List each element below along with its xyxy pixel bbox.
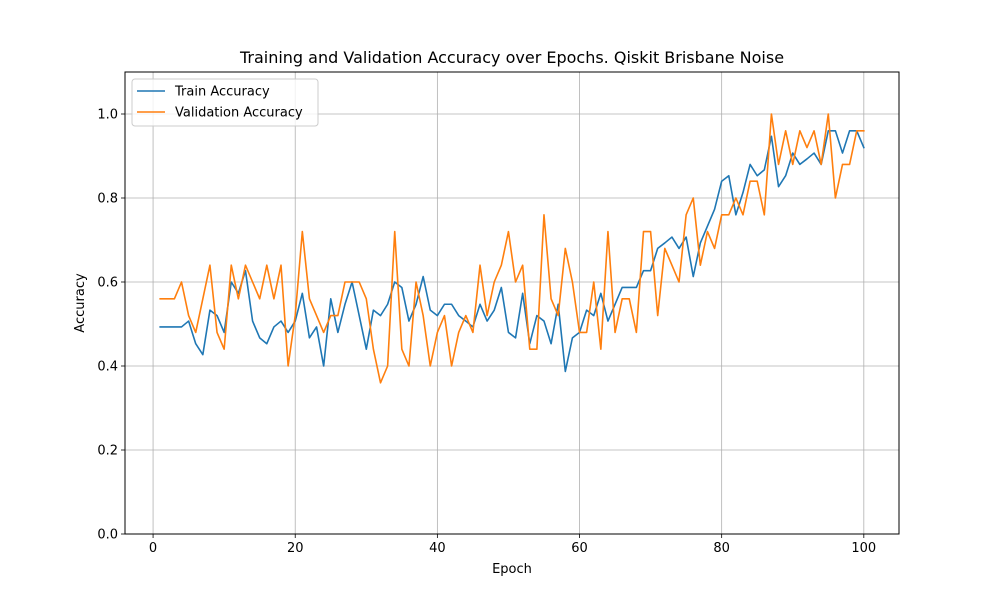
x-tick-label: 20 [287, 541, 304, 556]
y-tick-label: 0.0 [97, 528, 118, 543]
chart-title: Training and Validation Accuracy over Ep… [239, 48, 784, 67]
legend-label-validation-accuracy: Validation Accuracy [175, 106, 303, 121]
legend-box [131, 78, 319, 127]
plot-frame [124, 71, 900, 535]
legend-label-train-accuracy: Train Accuracy [174, 85, 270, 100]
y-axis-label: Accuracy [73, 273, 88, 333]
x-tick-label: 100 [851, 541, 876, 556]
x-tick-label: 60 [571, 541, 588, 556]
series-line-train-accuracy [159, 130, 865, 373]
series-lines [159, 113, 865, 384]
x-tick-label: 40 [429, 541, 446, 556]
series-line-validation-accuracy [159, 113, 865, 384]
legend: Train Accuracy Validation Accuracy [131, 78, 319, 127]
y-tick-label: 0.6 [97, 276, 118, 291]
y-tick-label: 0.2 [97, 444, 118, 459]
y-tick-label: 1.0 [97, 108, 118, 123]
y-tick-label: 0.4 [97, 360, 118, 375]
x-axis-label: Epoch [492, 562, 532, 577]
x-tick-label: 0 [149, 541, 157, 556]
y-tick-label: 0.8 [97, 192, 118, 207]
axis-ticks: 0 20 40 60 80 100 0.0 0.2 0.4 0.6 0.8 1.0 [97, 108, 876, 557]
x-tick-label: 80 [713, 541, 730, 556]
